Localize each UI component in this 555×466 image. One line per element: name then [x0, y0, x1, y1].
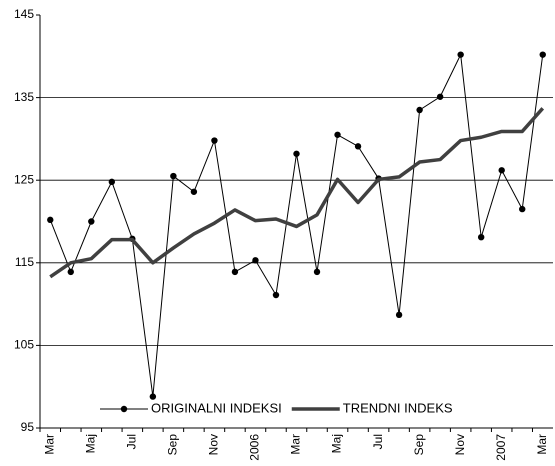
- x-tick-label: Sep: [412, 434, 426, 456]
- data-point: [170, 172, 177, 180]
- y-tick-label: 135: [14, 90, 34, 104]
- data-point: [539, 51, 546, 58]
- x-tick-label: Maj: [330, 434, 344, 453]
- data-point: [395, 311, 403, 319]
- data-point: [354, 143, 362, 150]
- x-tick-label: Maj: [83, 434, 97, 453]
- data-point: [457, 51, 464, 58]
- x-tick-label: Nov: [453, 434, 467, 455]
- legend-dot: [120, 405, 128, 413]
- data-point: [231, 268, 239, 276]
- data-point: [149, 393, 157, 400]
- data-point: [211, 137, 218, 144]
- data-point: [313, 268, 321, 276]
- x-tick-label: Jul: [125, 434, 139, 449]
- legend-label: TRENDNI INDEKS: [343, 400, 453, 415]
- x-tick-label: 2006: [248, 434, 262, 461]
- data-point: [293, 150, 300, 157]
- x-tick-label: 2007: [494, 434, 508, 461]
- x-tick-label: Mar: [535, 434, 549, 455]
- data-point: [67, 268, 74, 276]
- y-tick-label: 145: [14, 7, 34, 21]
- data-point: [416, 106, 423, 114]
- data-point: [252, 257, 259, 264]
- data-point: [47, 216, 54, 224]
- data-point: [477, 233, 485, 241]
- data-point: [334, 131, 341, 138]
- legend-label: ORIGINALNI INDEKSI: [151, 400, 282, 415]
- y-tick-label: 115: [15, 255, 34, 269]
- data-point: [88, 218, 95, 225]
- x-tick-label: Jul: [371, 434, 385, 449]
- x-tick-label: Sep: [166, 434, 180, 456]
- data-point: [190, 188, 198, 195]
- data-point: [498, 167, 505, 174]
- data-point: [436, 93, 444, 100]
- x-tick-label: Mar: [42, 434, 56, 455]
- y-tick-label: 105: [14, 338, 34, 352]
- data-point: [272, 291, 280, 299]
- data-point: [519, 205, 526, 213]
- series-line: [49, 107, 545, 279]
- y-tick-label: 95: [21, 420, 35, 434]
- x-tick-label: Nov: [207, 434, 221, 455]
- x-tick-label: Mar: [289, 434, 303, 455]
- data-point: [108, 178, 116, 186]
- y-tick-label: 125: [14, 172, 34, 186]
